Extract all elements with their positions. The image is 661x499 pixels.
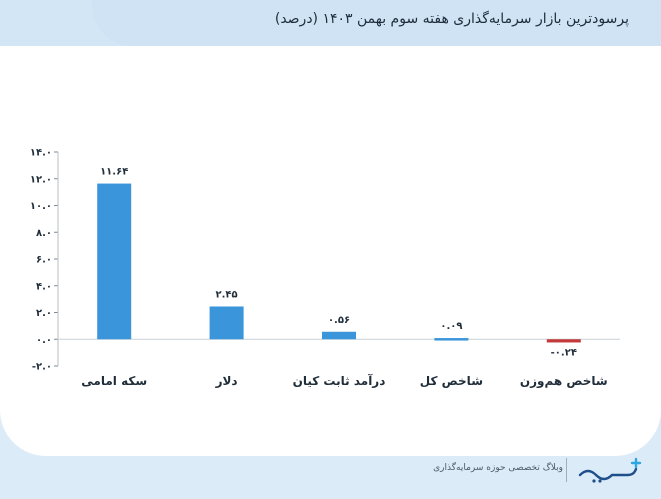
bar-value-label: -۰.۲۴ — [551, 347, 577, 358]
brand-logo — [574, 457, 654, 487]
category-label: شاخص کل — [420, 374, 483, 388]
bar — [97, 183, 132, 340]
y-tick-label: ۲.۰ — [36, 308, 52, 319]
y-tick-label: ۱۲.۰ — [30, 174, 52, 185]
bar — [546, 339, 581, 343]
bar — [209, 306, 244, 340]
footer-separator — [566, 458, 567, 482]
y-tick-label: ۶.۰ — [36, 255, 52, 266]
header-title-background — [92, 0, 661, 46]
bar — [434, 338, 469, 341]
y-tick-label: ۰.۰ — [36, 335, 52, 346]
footer-tagline: وبلاگ تخصصی حوزه سرمایه‌گذاری — [433, 463, 563, 473]
y-tick-label: -۲.۰ — [32, 362, 52, 373]
chart-card: -۲.۰ ۰.۰ ۲.۰ ۴.۰ ۶.۰ ۸.۰ ۱۰.۰ ۱۲.۰ ۱۴.۰ ۱۱.۶۴ سکه … — [0, 46, 661, 456]
chart-title: پرسودترین بازار سرمایه‌گذاری هفته سوم به… — [274, 11, 629, 27]
y-tick-label: ۱۰.۰ — [30, 201, 52, 212]
category-label: شاخص هم‌وزن — [520, 374, 608, 389]
bar-value-label: ۰.۰۹ — [440, 321, 462, 332]
header-bar — [0, 0, 661, 46]
bar-chart: -۲.۰ ۰.۰ ۲.۰ ۴.۰ ۶.۰ ۸.۰ ۱۰.۰ ۱۲.۰ ۱۴.۰ ۱۱.۶۴ سکه … — [30, 148, 620, 389]
bar-value-label: ۲.۴۵ — [216, 289, 238, 300]
bar — [322, 331, 356, 340]
category-label: سکه امامی — [81, 374, 147, 388]
bar-value-label: ۰.۵۶ — [328, 315, 350, 326]
y-tick-label: ۴.۰ — [36, 281, 52, 292]
y-tick-label: ۱۴.۰ — [30, 148, 52, 159]
y-tick-label: ۸.۰ — [36, 228, 52, 239]
bar-value-label: ۱۱.۶۴ — [100, 167, 128, 178]
category-label: درآمد ثابت کیان — [293, 373, 386, 388]
category-label: دلار — [215, 374, 238, 388]
